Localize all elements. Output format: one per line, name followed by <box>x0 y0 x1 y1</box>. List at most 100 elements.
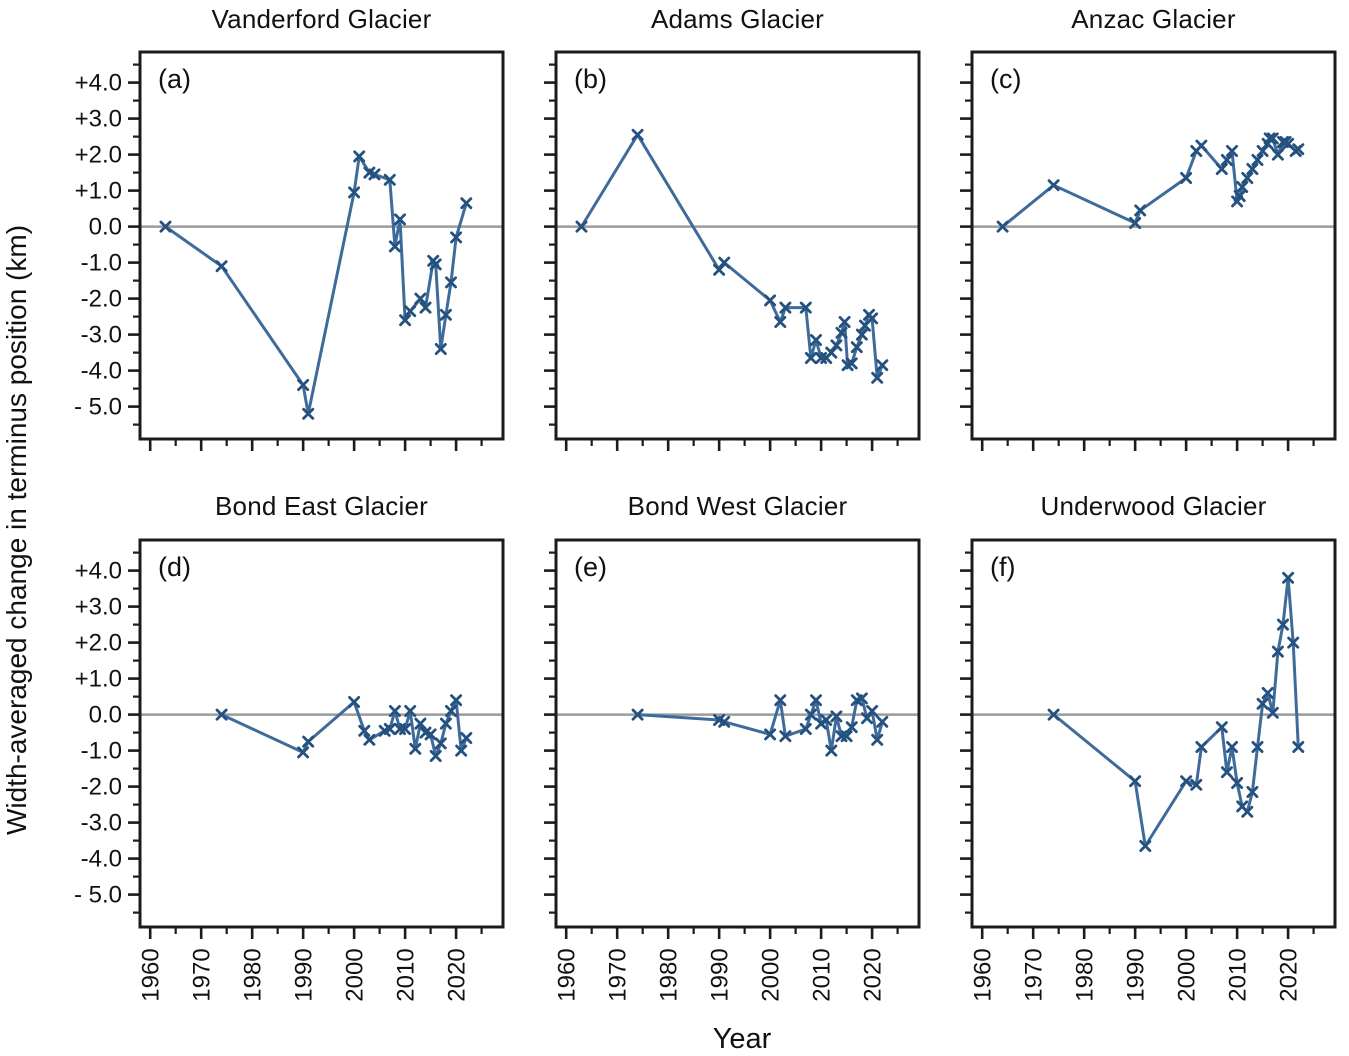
x-axis-label: Year <box>713 1023 772 1055</box>
data-point-marker <box>1215 163 1228 175</box>
data-point-marker <box>1246 163 1259 175</box>
x-tick-label: 1990 <box>1123 948 1150 1001</box>
data-point-marker <box>215 260 228 273</box>
data-point-marker <box>363 733 376 746</box>
data-point-marker <box>855 328 868 341</box>
data-point-marker <box>1271 645 1284 658</box>
panel-letter-a: (a) <box>158 64 191 94</box>
data-point-marker <box>1220 154 1233 166</box>
data-point-marker <box>820 714 833 726</box>
data-point-marker <box>996 220 1009 233</box>
data-point-marker <box>835 326 848 339</box>
data-point-marker <box>1180 775 1193 788</box>
data-point-marker <box>450 694 463 707</box>
data-point-marker <box>1047 708 1060 721</box>
data-point-marker <box>866 705 879 717</box>
panel-letter-b: (b) <box>574 64 607 94</box>
data-point-marker <box>718 715 731 728</box>
data-point-marker <box>713 263 726 276</box>
data-point-marker <box>779 301 792 314</box>
panel-frame <box>970 538 1337 929</box>
x-tick-label: 1990 <box>291 948 318 1001</box>
data-point-marker <box>424 728 437 741</box>
panel-title-anzac: Anzac Glacier <box>1071 4 1236 34</box>
data-point-marker <box>838 316 851 328</box>
data-point-marker <box>830 339 843 352</box>
data-point-marker <box>1139 840 1152 852</box>
data-point-marker <box>388 240 401 253</box>
x-tick-label: 1960 <box>554 948 581 1001</box>
data-point-marker <box>779 730 792 743</box>
data-point-marker <box>1251 741 1264 753</box>
y-tick-label: +2.0 <box>75 630 122 657</box>
data-point-marker <box>1266 132 1279 145</box>
y-tick-label: -1.0 <box>81 738 122 765</box>
data-point-marker <box>460 197 473 210</box>
data-point-marker <box>302 407 315 420</box>
x-tick-label: 2010 <box>393 948 420 1001</box>
data-point-marker <box>1261 687 1274 699</box>
y-tick-label: +1.0 <box>75 666 122 693</box>
data-point-marker <box>1256 697 1269 710</box>
panel-frame <box>138 538 505 929</box>
data-point-marker <box>876 359 889 372</box>
data-point-marker <box>1220 766 1233 779</box>
data-point-marker <box>1180 172 1193 184</box>
data-point-marker <box>404 305 417 318</box>
x-tick-label: 2020 <box>860 948 887 1001</box>
x-tick-label: 2000 <box>758 948 785 1001</box>
data-point-marker <box>439 717 452 730</box>
data-point-marker <box>850 341 863 354</box>
y-tick-label: +3.0 <box>75 594 122 621</box>
data-point-marker <box>399 723 412 735</box>
data-point-marker <box>439 308 452 321</box>
panel-title-underwood: Underwood Glacier <box>1040 491 1267 521</box>
data-line <box>164 154 468 416</box>
x-tick-label: 1980 <box>1072 948 1099 1001</box>
data-point-marker <box>876 715 889 728</box>
panel-title-bond-west: Bond West Glacier <box>627 491 848 521</box>
data-point-marker <box>348 696 361 708</box>
data-point-marker <box>434 737 447 750</box>
data-point-marker <box>445 705 457 717</box>
data-point-marker <box>1134 204 1147 217</box>
data-point-marker <box>804 708 817 721</box>
panel-frame <box>554 50 921 441</box>
data-point-marker <box>840 730 853 743</box>
data-point-marker <box>1231 777 1244 789</box>
data-point-marker <box>358 724 371 737</box>
data-point-marker <box>297 746 310 759</box>
y-axis-label: Width-averaged change in terminus positi… <box>1 225 32 835</box>
panel-frame <box>970 50 1337 441</box>
data-point-marker <box>845 721 858 734</box>
panels-layer: +4.0 +3.0 +2.0 +1.0 0.0 -1.0 -2.0 -3.0 -4.0 - 5.0… <box>74 50 1337 1002</box>
data-point-marker <box>1241 172 1254 184</box>
data-point-marker <box>409 742 422 755</box>
data-point-marker <box>764 728 777 741</box>
x-tick-label: 1980 <box>240 948 267 1001</box>
data-line <box>1001 136 1300 229</box>
data-point-marker <box>1190 778 1203 791</box>
y-tick-label: -4.0 <box>81 846 122 873</box>
data-point-marker <box>1233 190 1246 202</box>
data-point-marker <box>434 343 447 355</box>
data-point-marker <box>718 256 731 269</box>
x-tick-label: 1970 <box>605 948 632 1001</box>
data-point-marker <box>383 723 396 735</box>
data-point-marker <box>1277 618 1289 631</box>
panel-letter-c: (c) <box>990 64 1022 94</box>
data-point-marker <box>429 750 442 762</box>
data-point-marker <box>861 712 873 725</box>
x-tick-label: 2000 <box>342 948 369 1001</box>
panel-title-vanderford: Vanderford Glacier <box>211 4 432 34</box>
y-tick-label: -2.0 <box>81 286 122 313</box>
data-point-marker <box>455 744 468 757</box>
data-point-marker <box>1215 721 1228 734</box>
y-tick-label: 0.0 <box>89 702 122 729</box>
y-tick-label: -3.0 <box>81 322 122 349</box>
data-point-marker <box>445 276 457 289</box>
data-point-marker <box>1226 741 1238 753</box>
x-tick-label: 2020 <box>1276 948 1303 1001</box>
data-point-marker <box>825 744 838 757</box>
